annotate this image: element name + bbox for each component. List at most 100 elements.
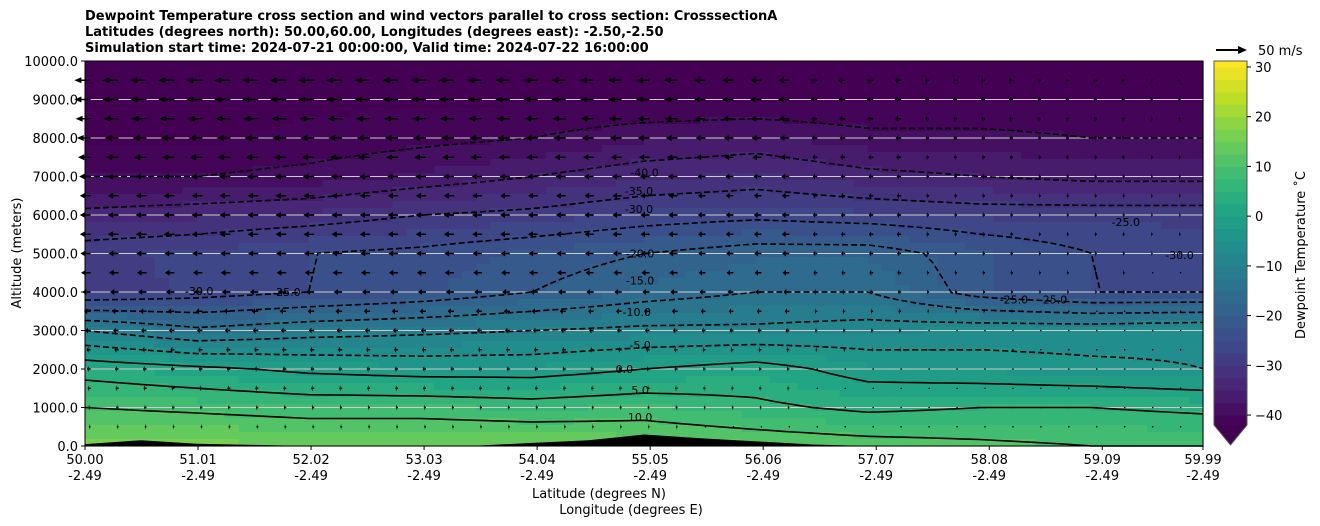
contour-cell: [1175, 215, 1190, 223]
contour-cell: [238, 82, 254, 90]
contour-cell: [993, 397, 1008, 405]
wind-vector: [563, 385, 566, 392]
contour-cell: [1049, 390, 1064, 398]
contour-cell: [98, 61, 114, 69]
wind-vector-head: [757, 327, 760, 334]
contour-cell: [1147, 68, 1162, 76]
contour-cell: [783, 201, 799, 209]
contour-cell: [1161, 124, 1176, 132]
contour-cell: [630, 89, 645, 97]
contour-cell: [154, 271, 170, 279]
contour-cell: [1161, 68, 1176, 76]
contour-cell: [112, 264, 128, 272]
contour-cell: [532, 68, 547, 76]
contour-cell: [504, 61, 519, 69]
contour-cell: [839, 124, 855, 132]
wind-vector: [198, 366, 203, 372]
contour-cell: [811, 131, 827, 139]
contour-cell: [252, 376, 268, 384]
contour-cell: [322, 61, 338, 69]
contour-cell: [1189, 285, 1204, 293]
contour-cell: [308, 292, 324, 300]
wind-vector: [1012, 348, 1014, 351]
contour-cell: [294, 278, 310, 286]
contour-cell: [965, 376, 980, 384]
contour-cell: [699, 411, 715, 419]
contour-cell: [602, 187, 617, 195]
contour-cell: [1035, 61, 1050, 69]
contour-cell: [406, 383, 421, 391]
contour-cell: [420, 75, 435, 83]
contour-cell: [378, 306, 394, 314]
contour-cell: [671, 257, 687, 265]
contour-cell: [671, 124, 687, 132]
contour-cell: [825, 243, 841, 251]
contour-cell: [1147, 264, 1162, 272]
contour-cell: [1077, 180, 1092, 188]
contour-cell: [85, 61, 100, 69]
contour-cell: [657, 68, 673, 76]
contour-cell: [140, 278, 156, 286]
contour-cell: [364, 369, 380, 377]
wind-vector-head: [591, 404, 593, 411]
contour-cell: [238, 348, 254, 356]
contour-cell: [420, 299, 435, 307]
contour-cell: [252, 180, 268, 188]
contour-cell: [895, 68, 911, 76]
contour-cell: [979, 369, 994, 377]
contour-cell: [1049, 432, 1064, 440]
contour-cell: [699, 75, 715, 83]
wind-vector: [226, 366, 231, 372]
contour-cell: [406, 159, 421, 167]
contour-cell: [350, 103, 366, 111]
contour-cell: [951, 355, 967, 363]
contour-cell: [923, 334, 939, 342]
contour-cell: [657, 355, 673, 363]
contour-cell: [448, 124, 463, 132]
contour-cell: [560, 208, 575, 216]
contour-cell: [1119, 299, 1134, 307]
contour-cell: [392, 215, 408, 223]
wind-vector: [872, 406, 874, 409]
chart-title-line-2: Latitudes (degrees north): 50.00,60.00, …: [85, 25, 664, 40]
contour-cell: [252, 159, 268, 167]
contour-cell: [266, 243, 282, 251]
contour-cell: [1063, 369, 1078, 377]
contour-cell: [406, 278, 421, 286]
wind-vector: [1151, 406, 1154, 409]
contour-cell: [294, 397, 310, 405]
contour-cell: [853, 110, 869, 118]
wind-vector: [86, 366, 91, 372]
contour-cell: [881, 306, 897, 314]
contour-cell: [685, 334, 701, 342]
contour-cell: [1035, 166, 1050, 174]
contour-cell: [741, 418, 757, 426]
wind-vector: [507, 404, 510, 411]
contour-cell: [1021, 299, 1036, 307]
contour-cell: [1091, 82, 1106, 90]
contour-cell: [364, 124, 380, 132]
contour-cell: [546, 145, 561, 153]
contour-cell: [140, 257, 156, 265]
contour-cell: [881, 313, 897, 321]
contour-cell: [895, 299, 911, 307]
contour-cell: [504, 215, 519, 223]
contour-cell: [937, 187, 953, 195]
contour-cell: [1007, 243, 1022, 251]
contour-cell: [1133, 124, 1148, 132]
contour-cell: [238, 439, 254, 447]
contour-cell: [168, 306, 184, 314]
contour-cell: [671, 313, 687, 321]
contour-cell: [560, 369, 575, 377]
contour-cell: [1063, 236, 1078, 244]
contour-cell: [671, 89, 687, 97]
contour-cell: [588, 145, 603, 153]
contour-cell: [378, 159, 394, 167]
contour-cell: [112, 278, 128, 286]
contour-cell: [308, 180, 324, 188]
contour-cell: [602, 117, 617, 125]
wind-vector: [646, 346, 650, 353]
contour-cell: [476, 229, 491, 237]
contour-cell: [853, 411, 869, 419]
contour-cell: [811, 418, 827, 426]
